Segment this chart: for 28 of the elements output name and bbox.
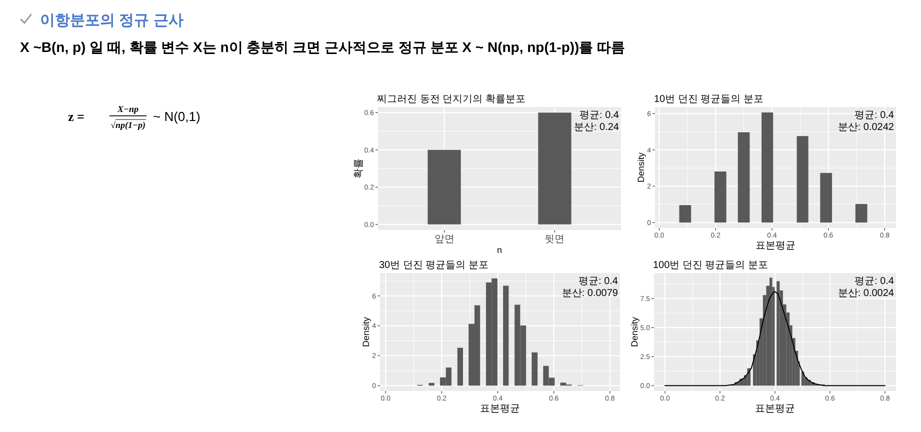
annotation: 평균: 0.4 [854, 276, 894, 287]
annotation: 분산: 0.0242 [838, 122, 894, 133]
xlabel: 표본평균 [480, 403, 520, 414]
title: 30번 던진 평균들의 분포 [379, 260, 488, 271]
xlabel: 표본평균 [756, 240, 796, 252]
subtitle: X ~B(n, p) 일 때, 확률 변수 X는 n이 충분히 크면 근사적으로 정규 분포 X ~ N(np, np(1-p))를 따름 [20, 39, 626, 55]
annotation: X−np [118, 104, 138, 114]
annotation: ~ N(0,1) [153, 109, 200, 124]
annotation: √np(1−p) [110, 120, 146, 130]
annotation: 평균: 0.4 [580, 110, 619, 121]
ylabel: 확률 [353, 158, 364, 178]
title: 찌그러진 동전 던지기의 확률분포 [377, 94, 526, 105]
annotation: 평균: 0.4 [854, 110, 894, 121]
annotation: 분산: 0.24 [574, 122, 619, 133]
ylabel: Density [636, 152, 646, 182]
xlabel: n [497, 245, 502, 256]
ylabel: Density [629, 317, 640, 347]
annotation: 분산: 0.0079 [562, 288, 618, 299]
x-tick-label: 앞면 [434, 234, 454, 245]
title: 100번 던진 평균들의 분포 [653, 260, 768, 271]
title: 10번 던진 평균들의 분포 [654, 94, 764, 105]
annotation: 평균: 0.4 [578, 276, 618, 287]
annotation: 분산: 0.0024 [838, 288, 894, 299]
ylabel: Density [361, 317, 372, 347]
xlabel: 표본평균 [755, 403, 795, 414]
x-tick-label: 뒷면 [544, 234, 565, 245]
annotation: z = [68, 109, 84, 124]
title: 이항분포의 정규 근사 [40, 12, 184, 29]
